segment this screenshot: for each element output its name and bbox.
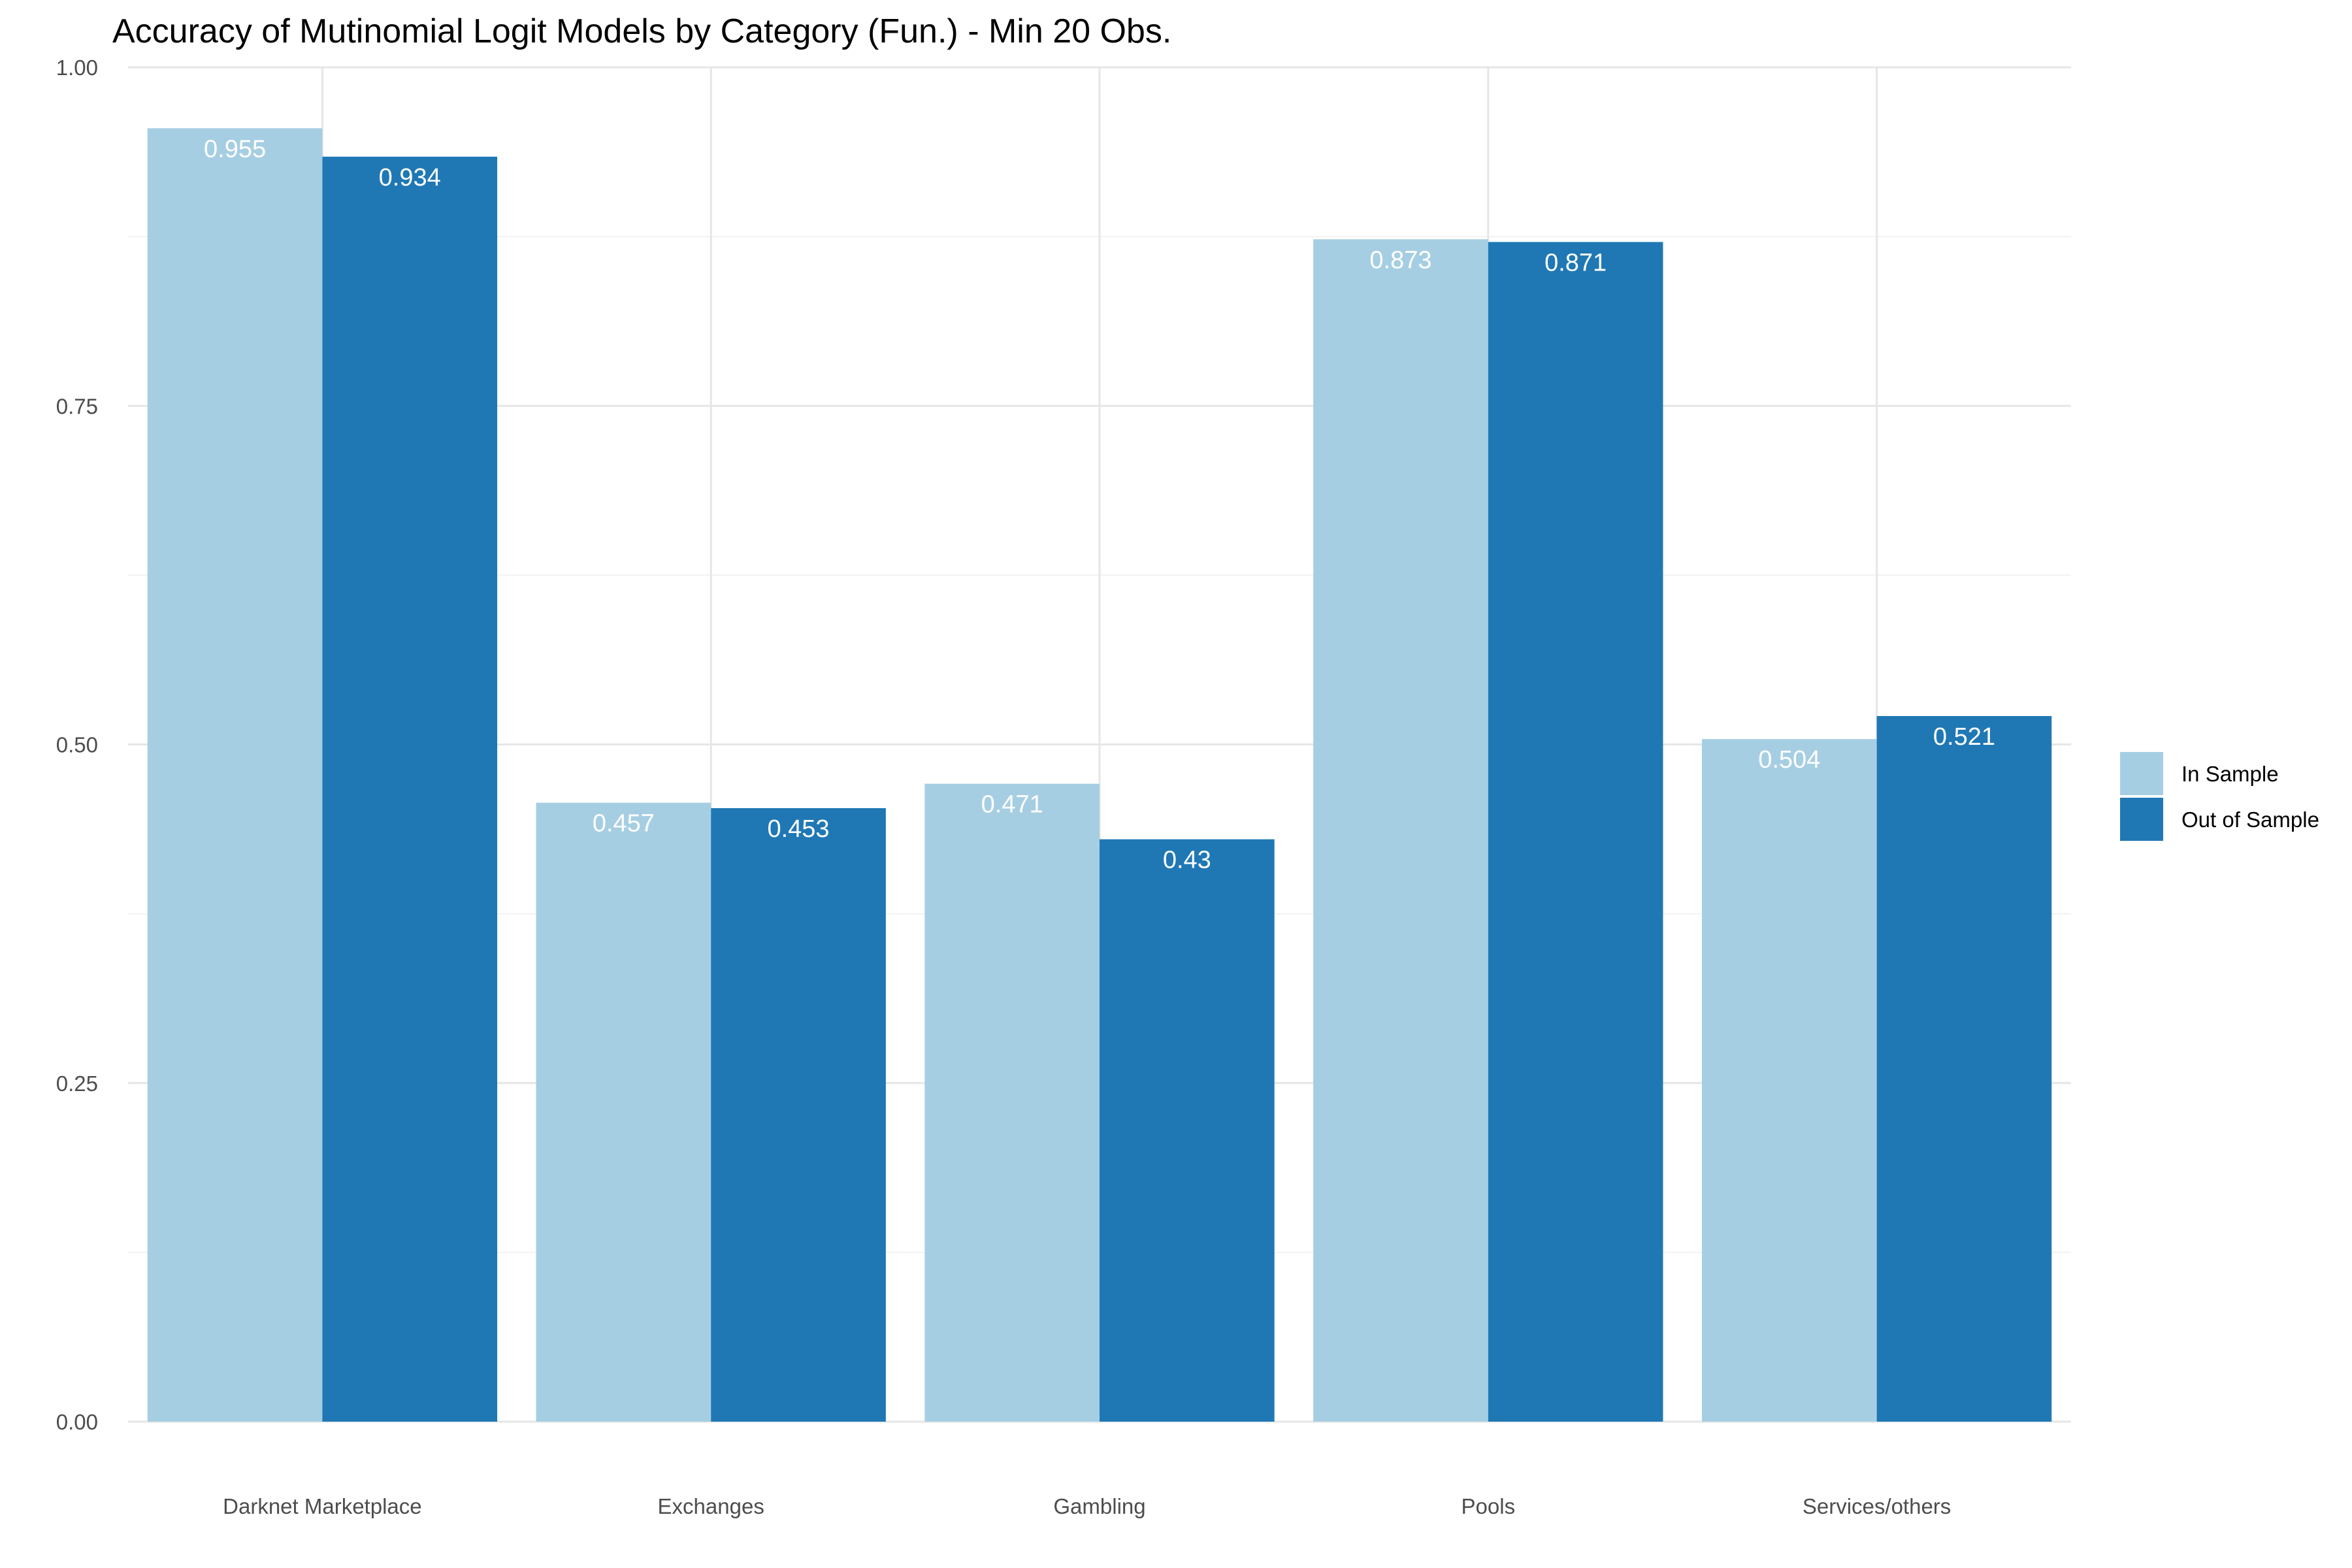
bar-value-label: 0.955 [204, 135, 266, 163]
legend-key [2120, 798, 2163, 841]
y-axis: 0.00 0.25 0.50 0.75 1.00 [56, 56, 98, 1434]
bar-value-label: 0.871 [1544, 249, 1607, 276]
bar-value-label: 0.471 [981, 791, 1043, 819]
bar-value-label: 0.457 [593, 810, 655, 838]
legend-label: In Sample [2181, 762, 2279, 786]
chart-title: Accuracy of Mutinomial Logit Models by C… [112, 12, 1171, 50]
y-tick-label: 1.00 [56, 56, 98, 80]
bar-value-label: 0.521 [1933, 723, 1995, 751]
bar-in-sample [147, 128, 323, 1422]
bar-value-label: 0.873 [1369, 246, 1431, 274]
x-tick-label: Exchanges [658, 1494, 764, 1518]
data-labels: 0.955 0.457 0.471 0.873 0.504 0.934 0.453 0.43 0… [204, 135, 1995, 874]
bar-in-sample [1701, 739, 1877, 1422]
x-tick-label: Services/others [1803, 1494, 1951, 1518]
x-axis: Darknet Marketplace Exchanges Gambling Pool… [223, 1494, 1951, 1518]
bar-out-of-sample [1876, 715, 2052, 1422]
y-tick-label: 0.50 [56, 733, 98, 757]
bar-out-of-sample [1488, 242, 1663, 1422]
y-tick-label: 0.25 [56, 1071, 98, 1096]
legend-key [2120, 752, 2163, 795]
bar-out-of-sample [1100, 839, 1275, 1422]
bar-value-label: 0.453 [767, 815, 829, 843]
bar-in-sample [924, 783, 1100, 1422]
x-tick-label: Darknet Marketplace [223, 1494, 421, 1518]
y-tick-label: 0.00 [56, 1410, 98, 1434]
x-tick-label: Pools [1462, 1494, 1516, 1518]
bar-in-sample [1313, 239, 1488, 1422]
legend: In Sample Out of Sample [2120, 752, 2319, 841]
bar-out-of-sample [322, 156, 498, 1422]
bar-value-label: 0.504 [1758, 746, 1820, 774]
bars [147, 128, 2052, 1422]
legend-label: Out of Sample [2181, 808, 2319, 832]
bar-in-sample [536, 802, 711, 1422]
y-tick-label: 0.75 [56, 394, 98, 418]
bar-value-label: 0.934 [379, 164, 441, 191]
bar-value-label: 0.43 [1163, 847, 1211, 874]
x-tick-label: Gambling [1053, 1494, 1145, 1518]
bar-out-of-sample [711, 808, 886, 1422]
